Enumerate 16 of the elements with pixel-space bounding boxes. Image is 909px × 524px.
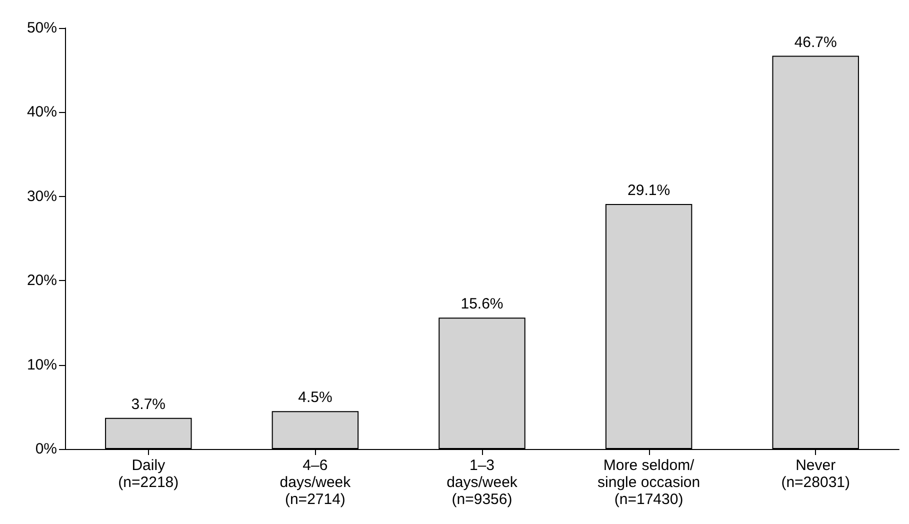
x-tick-label: More seldom/ single occasion (n=17430) [598,457,700,508]
data-label: 3.7% [131,396,166,413]
x-tick-label: 4–6 days/week (n=2714) [280,457,352,508]
x-tick-label: Daily (n=2218) [118,457,179,491]
data-label: 15.6% [460,296,504,313]
y-tick-label: 20% [26,272,57,290]
y-tick-label: 30% [26,188,57,205]
y-tick-label: 10% [26,356,57,374]
y-tick-label: 40% [26,104,57,121]
x-tick-label: Never (n=28031) [781,457,850,491]
data-label: 4.5% [298,389,332,406]
y-tick-label: 50% [26,20,57,36]
data-label: 46.7% [794,34,837,51]
y-tick-label: 0% [35,440,57,458]
data-label: 29.1% [628,182,670,199]
x-tick-label: 1–3 days/week (n=9356) [446,457,518,508]
